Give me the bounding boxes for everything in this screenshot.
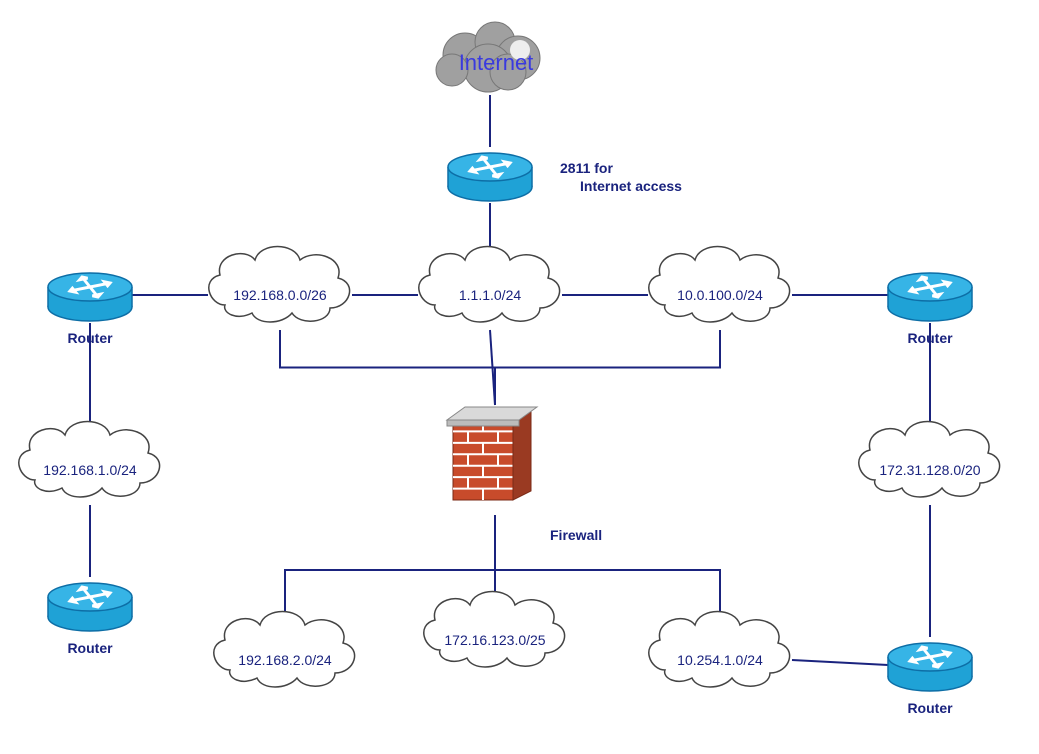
node-router_ul: [48, 273, 132, 321]
node-label: Firewall: [550, 527, 602, 543]
node-firewall: [447, 407, 537, 500]
node-label: Router: [67, 330, 113, 346]
node-label: Router: [907, 700, 953, 716]
cloud-text: 172.16.123.0/25: [444, 632, 545, 648]
node-cloud_ll: 192.168.1.0/24: [19, 422, 160, 498]
cloud-text: 192.168.2.0/24: [238, 652, 332, 668]
cloud-text: 172.31.128.0/20: [879, 462, 980, 478]
node-cloud_b2: 172.16.123.0/25: [424, 592, 565, 668]
edge: [792, 660, 888, 665]
node-label: Router: [67, 640, 113, 656]
node-router_bl: [48, 583, 132, 631]
cloud-text: 10.254.1.0/24: [677, 652, 763, 668]
network-diagram: Internet 1.1.1.0/24 192.168.0.0/26 10.0.100…: [0, 0, 1039, 754]
cloud-text: 192.168.0.0/26: [233, 287, 327, 303]
node-label: Router: [907, 330, 953, 346]
node-router_ur: [888, 273, 972, 321]
cloud-text: 192.168.1.0/24: [43, 462, 137, 478]
cloud-text: 1.1.1.0/24: [459, 287, 521, 303]
node-cloud_left_u: 192.168.0.0/26: [209, 247, 350, 323]
nodes-layer: Internet 1.1.1.0/24 192.168.0.0/26 10.0.100…: [19, 22, 1000, 691]
node-internet: Internet: [436, 22, 540, 92]
edge: [495, 330, 720, 405]
node-cloud_center: 1.1.1.0/24: [419, 247, 560, 323]
node-cloud_b3: 10.254.1.0/24: [649, 612, 790, 688]
node-router_top: [448, 153, 532, 201]
node-cloud_b1: 192.168.2.0/24: [214, 612, 355, 688]
node-cloud_rr: 172.31.128.0/20: [859, 422, 1000, 498]
node-label: 2811 forInternet access: [560, 160, 682, 194]
cloud-text: 10.0.100.0/24: [677, 287, 763, 303]
internet-label: Internet: [459, 50, 534, 75]
edge: [280, 330, 495, 405]
node-router_br: [888, 643, 972, 691]
node-cloud_right_u: 10.0.100.0/24: [649, 247, 790, 323]
